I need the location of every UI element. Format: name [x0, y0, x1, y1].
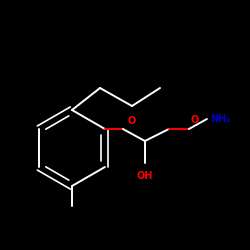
Text: O: O — [191, 115, 199, 125]
Text: O: O — [128, 116, 136, 126]
Text: OH: OH — [137, 171, 153, 181]
Text: NH₂: NH₂ — [210, 114, 231, 124]
